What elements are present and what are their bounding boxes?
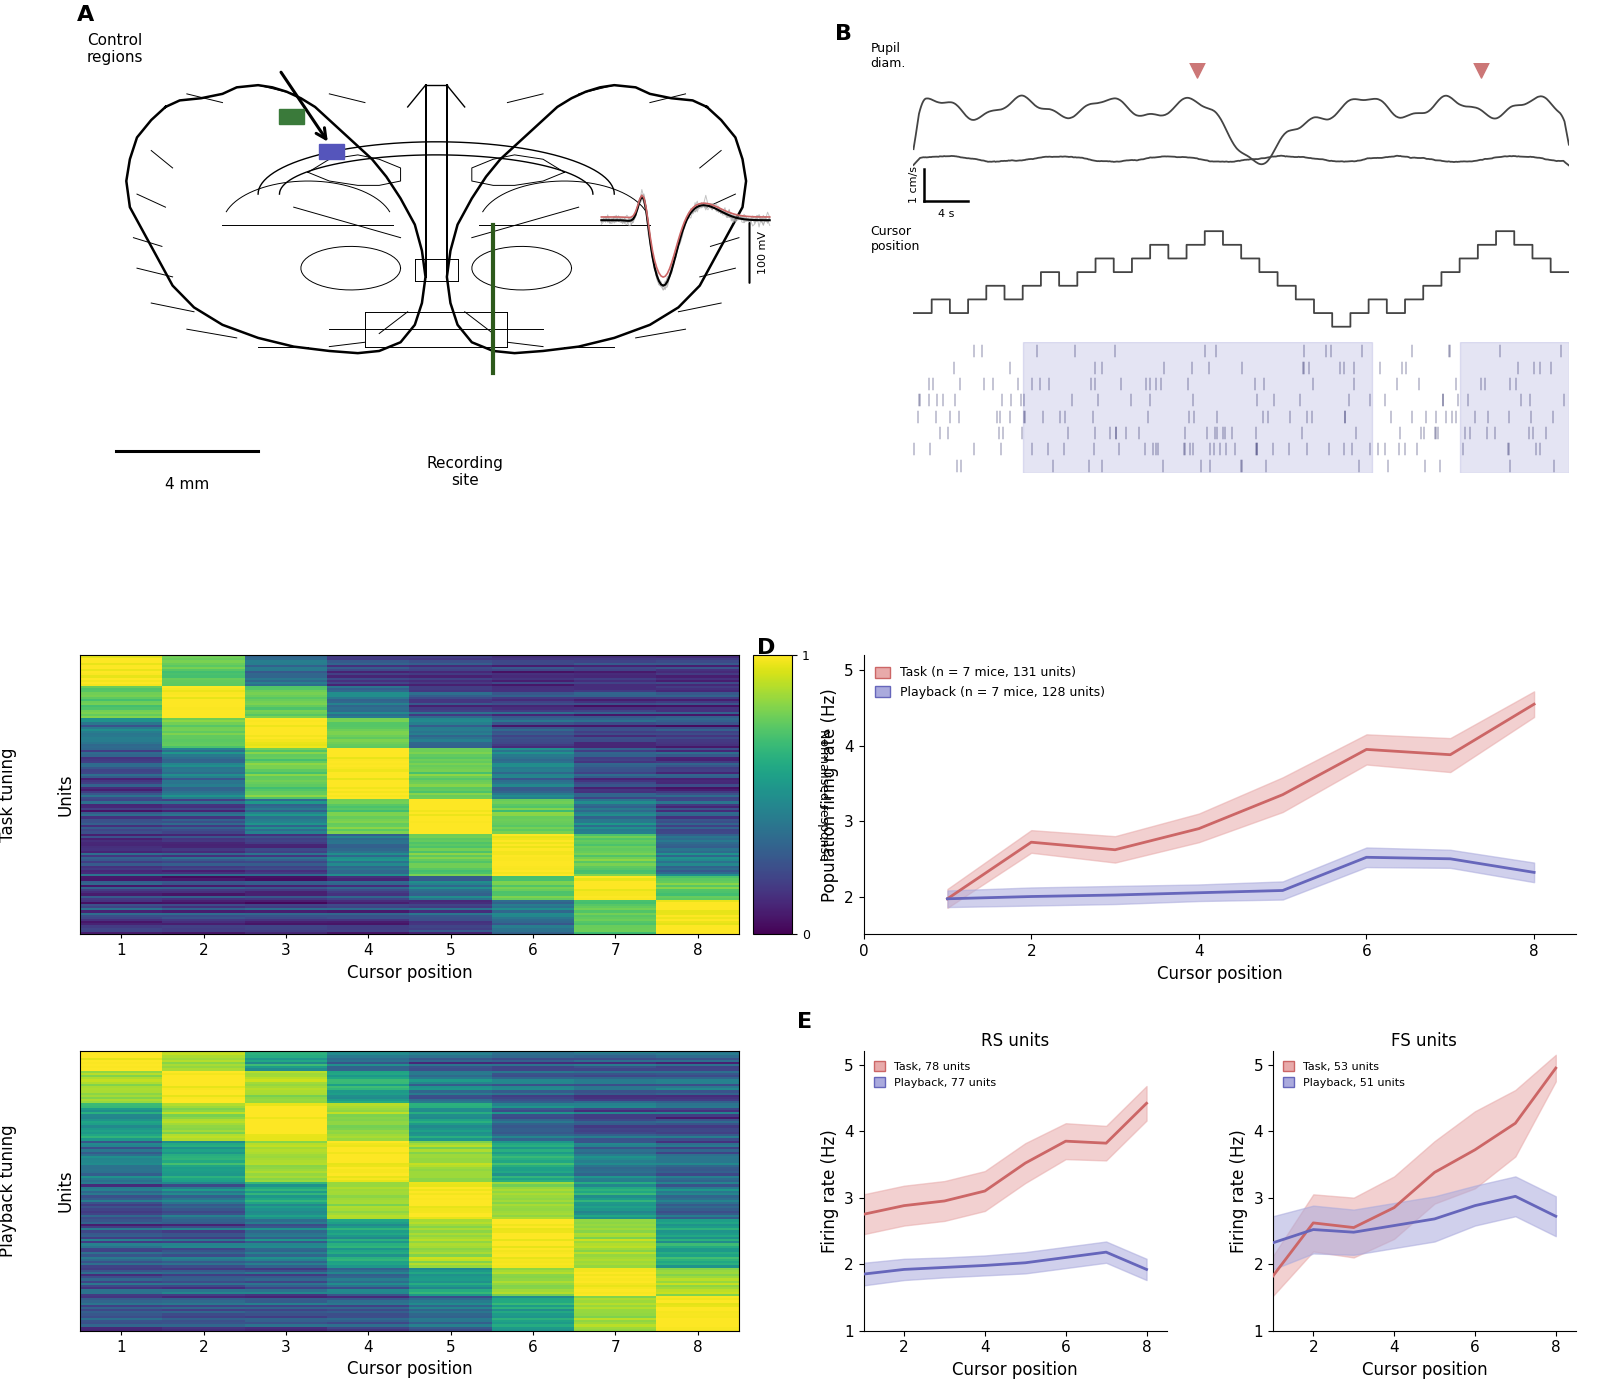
Text: Playback tuning: Playback tuning — [0, 1124, 18, 1257]
Legend: Task, 53 units, Playback, 51 units: Task, 53 units, Playback, 51 units — [1278, 1058, 1410, 1092]
X-axis label: Cursor position: Cursor position — [347, 1360, 472, 1378]
X-axis label: Cursor position: Cursor position — [952, 1361, 1078, 1379]
Text: B: B — [835, 24, 853, 44]
Task (n = 7 mice, 131 units) — [1440, 747, 1459, 764]
Bar — [1022, 342, 1373, 473]
Playback (n = 7 mice, 128 units) — [1357, 850, 1376, 866]
Y-axis label: Firing rate (Hz): Firing rate (Hz) — [821, 1130, 838, 1253]
X-axis label: Cursor position: Cursor position — [347, 963, 472, 981]
Playback (n = 7 mice, 128 units) — [1106, 887, 1125, 904]
Y-axis label: Units: Units — [56, 1170, 75, 1213]
Point — [1469, 58, 1494, 80]
Line: Playback (n = 7 mice, 128 units): Playback (n = 7 mice, 128 units) — [947, 858, 1534, 898]
Legend: Task, 78 units, Playback, 77 units: Task, 78 units, Playback, 77 units — [869, 1058, 1000, 1092]
Text: 1 cm/s: 1 cm/s — [909, 166, 918, 204]
Text: D: D — [757, 639, 774, 658]
Y-axis label: Firing rate (Hz): Firing rate (Hz) — [1230, 1130, 1248, 1253]
Bar — [318, 144, 344, 159]
Line: Task (n = 7 mice, 131 units): Task (n = 7 mice, 131 units) — [947, 704, 1534, 898]
Bar — [1459, 342, 1570, 473]
Text: A: A — [77, 4, 94, 25]
Point — [1184, 58, 1210, 80]
Text: E: E — [797, 1012, 813, 1033]
Playback (n = 7 mice, 128 units) — [938, 890, 957, 906]
X-axis label: Cursor position: Cursor position — [1157, 965, 1283, 983]
Task (n = 7 mice, 131 units) — [1357, 742, 1376, 758]
Playback (n = 7 mice, 128 units) — [1274, 881, 1293, 898]
Title: RS units: RS units — [981, 1033, 1050, 1051]
Playback (n = 7 mice, 128 units) — [1189, 884, 1208, 901]
Playback (n = 7 mice, 128 units) — [1440, 851, 1459, 868]
Task (n = 7 mice, 131 units) — [1525, 696, 1544, 712]
Text: Pupil
diam.: Pupil diam. — [870, 42, 906, 69]
Text: Recording
site: Recording site — [426, 456, 502, 488]
Text: Control
regions: Control regions — [86, 33, 144, 65]
Bar — [280, 109, 304, 125]
Text: Cursor
position: Cursor position — [870, 225, 920, 252]
X-axis label: Cursor position: Cursor position — [1362, 1361, 1488, 1379]
Legend: Task (n = 7 mice, 131 units), Playback (n = 7 mice, 128 units): Task (n = 7 mice, 131 units), Playback (… — [870, 661, 1110, 704]
Task (n = 7 mice, 131 units) — [1106, 841, 1125, 858]
Playback (n = 7 mice, 128 units) — [1525, 863, 1544, 880]
Task (n = 7 mice, 131 units) — [1274, 786, 1293, 802]
Task (n = 7 mice, 131 units) — [1022, 834, 1042, 851]
Text: 100 mV: 100 mV — [758, 231, 768, 274]
Text: 4 mm: 4 mm — [165, 477, 210, 492]
Task (n = 7 mice, 131 units) — [938, 890, 957, 906]
Title: FS units: FS units — [1392, 1033, 1458, 1051]
Playback (n = 7 mice, 128 units) — [1022, 888, 1042, 905]
Y-axis label: Units: Units — [56, 773, 75, 816]
Y-axis label: Normalised response: Normalised response — [816, 729, 829, 861]
Task (n = 7 mice, 131 units) — [1189, 821, 1208, 837]
Text: 4 s: 4 s — [938, 209, 955, 219]
Y-axis label: Population firing rate (Hz): Population firing rate (Hz) — [821, 687, 838, 901]
Text: Task tuning: Task tuning — [0, 747, 18, 841]
